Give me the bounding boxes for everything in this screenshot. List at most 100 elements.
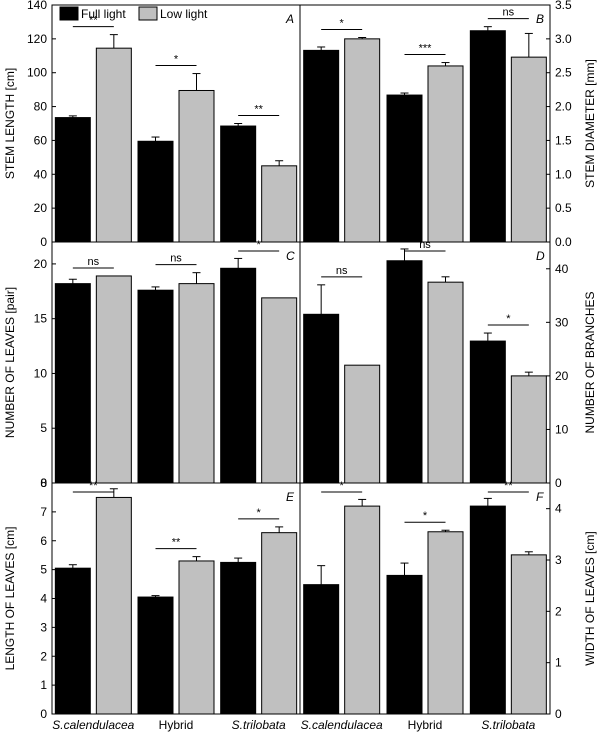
bar-low-light (261, 297, 298, 484)
significance-label: ns (419, 239, 431, 251)
y-axis-label: WIDTH OF LEAVES [cm] (583, 531, 597, 665)
bar-low-light (344, 505, 381, 715)
x-tick-label: Hybrid (159, 718, 194, 732)
panel-letter: D (536, 249, 545, 263)
y-tick-label: 3 (555, 553, 562, 567)
significance-label: ns (88, 256, 100, 268)
y-tick-label: 0.0 (555, 235, 572, 249)
panel-letter: C (286, 249, 295, 263)
bar-full-light (54, 567, 91, 715)
x-tick-label: S.calendulacea (52, 718, 134, 732)
panel-letter: B (536, 12, 544, 26)
bar-full-light (220, 125, 257, 243)
x-tick-label: S.calendulacea (301, 718, 383, 732)
y-axis-label: STEM DIAMETER [mm] (583, 59, 597, 188)
bar-full-light (137, 289, 174, 484)
significance-label: *** (419, 43, 433, 55)
bar-full-light (386, 94, 423, 243)
panel-letter: E (286, 490, 295, 504)
bar-full-light (303, 313, 340, 484)
y-tick-label: 1.0 (555, 167, 572, 181)
y-tick-label: 3.0 (555, 32, 572, 46)
y-tick-label: 140 (27, 0, 47, 12)
y-tick-label: 3.5 (555, 0, 572, 12)
y-tick-label: 5 (40, 563, 47, 577)
bar-full-light (303, 584, 340, 715)
panel-letter: F (536, 490, 544, 504)
x-tick-label: S.trilobata (481, 718, 535, 732)
panel-d: 0 10 20 30 40 NUMBER OF BRANCHES Dns ns * (299, 239, 597, 490)
y-tick-label: 0 (40, 476, 47, 490)
y-tick-label: 40 (555, 262, 569, 276)
y-tick-label: 0 (40, 707, 47, 721)
significance-label: * (340, 480, 345, 492)
bar-full-light (469, 340, 506, 484)
y-tick-label: 20 (34, 201, 48, 215)
bar-low-light (344, 38, 381, 243)
y-tick-label: 10 (555, 422, 569, 436)
x-tick-label: S.trilobata (232, 718, 286, 732)
bar-full-light (54, 117, 91, 243)
y-tick-label: 2.5 (555, 66, 572, 80)
y-tick-label: 4 (555, 502, 562, 516)
significance-label: ** (89, 480, 98, 492)
y-tick-label: 60 (34, 133, 48, 147)
significance-label: * (257, 507, 262, 519)
bar-full-light (303, 49, 340, 243)
bar-low-light (95, 275, 132, 484)
y-tick-label: 1 (40, 678, 47, 692)
bar-low-light (95, 496, 132, 715)
y-tick-label: 4 (40, 592, 47, 606)
y-tick-label: 5 (40, 421, 47, 435)
y-tick-label: 1 (555, 656, 562, 670)
y-tick-label: 1.5 (555, 133, 572, 147)
bar-low-light (344, 364, 381, 484)
bar-low-light (510, 375, 547, 484)
y-axis-label: LENGTH OF LEAVES [cm] (3, 527, 17, 671)
bar-full-light (386, 574, 423, 715)
y-tick-label: 0.5 (555, 201, 572, 215)
y-tick-label: 2.0 (555, 100, 572, 114)
bar-full-light (137, 596, 174, 715)
bar-low-light (178, 283, 215, 484)
significance-label: ** (504, 480, 513, 492)
y-tick-label: 80 (34, 100, 48, 114)
bar-full-light (386, 260, 423, 484)
significance-label: ** (172, 537, 181, 549)
significance-label: ** (254, 104, 263, 116)
y-tick-label: 3 (40, 620, 47, 634)
y-tick-label: 8 (40, 476, 47, 490)
bar-low-light (95, 47, 132, 243)
significance-label: ns (503, 7, 515, 19)
bar-low-light (427, 531, 464, 715)
y-tick-label: 120 (27, 32, 47, 46)
y-tick-label: 0 (40, 235, 47, 249)
bar-low-light (510, 56, 547, 243)
legend-label-low-light: Low light (160, 7, 208, 21)
y-tick-label: 30 (555, 315, 569, 329)
y-axis-label: NUMBER OF BRANCHES (583, 291, 597, 433)
significance-label: * (257, 239, 262, 251)
significance-label: * (340, 18, 345, 30)
significance-label: * (174, 54, 179, 66)
y-tick-label: 2 (555, 604, 562, 618)
y-tick-label: 40 (34, 167, 48, 181)
bar-full-light (220, 267, 257, 484)
panel-frame (299, 482, 551, 715)
bar-full-light (54, 283, 91, 484)
y-tick-label: 0 (555, 707, 562, 721)
y-axis-label: STEM LENGTH [cm] (3, 68, 17, 179)
bar-low-light (261, 532, 298, 715)
panel-b: 0.0 0.5 1.0 1.5 2.0 2.5 3.0 3.5 STEM DIAMETER [m… (299, 0, 597, 249)
bar-full-light (220, 561, 257, 715)
bar-low-light (178, 89, 215, 243)
y-tick-label: 2 (40, 649, 47, 663)
significance-label: ns (170, 253, 182, 265)
y-tick-label: 20 (555, 369, 569, 383)
legend-label-full-light: Full light (81, 7, 126, 21)
y-axis-label: NUMBER OF LEAVES [pair] (3, 287, 17, 438)
bar-low-light (510, 554, 547, 715)
significance-label: * (506, 313, 511, 325)
